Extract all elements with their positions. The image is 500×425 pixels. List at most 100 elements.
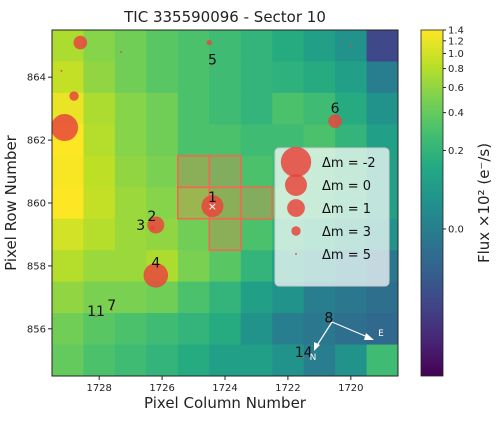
heatmap-cell	[83, 30, 116, 62]
heatmap-cell	[114, 92, 147, 125]
star-marker	[143, 263, 169, 288]
heatmap-cell	[240, 30, 273, 62]
heatmap-cell	[335, 313, 368, 346]
compass-east-label: E	[378, 329, 384, 339]
star-marker	[328, 114, 342, 129]
x-tick-label: 1724	[212, 383, 237, 394]
heatmap-cell	[177, 218, 210, 251]
colorbar-tick-label: 0.8	[448, 64, 464, 75]
heatmap-cell	[177, 313, 210, 346]
heatmap-cell	[177, 344, 210, 376]
aperture-pixel	[208, 155, 242, 189]
heatmap-cell	[83, 155, 116, 188]
star-marker	[211, 63, 214, 66]
heatmap-cell	[209, 155, 242, 188]
y-tick: 860	[27, 199, 52, 210]
heatmap-cell	[272, 30, 305, 62]
x-tick: 1726	[149, 376, 175, 394]
heatmap-cell	[83, 187, 116, 220]
heatmap-cell	[52, 281, 84, 314]
colorbar-tick: 1.0	[443, 49, 464, 60]
star-marker	[110, 308, 113, 311]
y-tick-label: 864	[27, 73, 46, 84]
legend-entry: Δm = 0	[285, 174, 371, 196]
heatmap-cell	[366, 281, 398, 314]
x-tick: 1724	[212, 376, 238, 394]
star-marker	[120, 51, 123, 54]
y-tick-label: 860	[27, 199, 46, 210]
star-label: 1	[208, 190, 217, 206]
legend-entry: Δm = 1	[287, 199, 371, 217]
heatmap-cell	[240, 313, 273, 346]
legend-label: Δm = 5	[322, 248, 371, 263]
heatmap-cell	[366, 30, 398, 62]
legend-marker	[280, 146, 312, 178]
aperture-pixel	[177, 155, 211, 189]
heatmap-cell	[272, 61, 305, 94]
heatmap-cell	[114, 124, 147, 157]
y-tick: 856	[27, 324, 52, 335]
star-marker	[327, 321, 330, 324]
heatmap-cell	[52, 218, 84, 251]
heatmap-cell	[303, 344, 336, 376]
heatmap-cell	[240, 155, 273, 188]
heatmap-cell	[83, 92, 116, 125]
heatmap-cell	[240, 250, 273, 283]
heatmap-cell	[177, 92, 210, 125]
y-tick: 862	[27, 136, 52, 147]
heatmap-cell	[209, 124, 242, 157]
x-tick-label: 1726	[149, 383, 174, 394]
heatmap-cell	[240, 124, 273, 157]
compass-north-label: N	[310, 353, 317, 363]
heatmap-cell	[272, 344, 305, 376]
compass-east-arrow	[331, 321, 371, 339]
colorbar-tick: 0.2	[443, 146, 464, 157]
legend-entry: Δm = 3	[291, 225, 371, 240]
colorbar-tick: 0.0	[443, 224, 464, 235]
heatmap-cell	[240, 281, 273, 314]
aperture-pixel	[208, 217, 242, 251]
legend-marker	[285, 174, 307, 196]
heatmap-cell	[146, 281, 179, 314]
star-marker	[69, 91, 79, 101]
star-marker	[302, 356, 305, 359]
star-marker	[206, 39, 212, 46]
x-tick-label: 1728	[86, 383, 111, 394]
heatmap-cell	[335, 281, 368, 314]
heatmap-cell	[303, 313, 336, 346]
heatmap-cell	[52, 344, 84, 376]
x-tick-label: 1722	[275, 383, 300, 394]
heatmap-cell	[272, 281, 305, 314]
target-marker: ×	[208, 200, 217, 213]
compass-rose: N E	[310, 321, 384, 363]
heatmap-cell	[303, 30, 336, 62]
y-tick: 864	[27, 73, 52, 84]
colorbar-label: Flux ×10² (e⁻/s)	[475, 143, 493, 263]
heatmap-cell	[146, 155, 179, 188]
heatmap-cell	[240, 344, 273, 376]
legend-label: Δm = 1	[322, 202, 371, 217]
colorbar-ticks: 1.41.2 1.0 0.8 0.6 0.4 0.2 0.0	[443, 26, 464, 235]
heatmap-cell	[240, 218, 273, 251]
heatmap-cell	[146, 124, 179, 157]
x-tick: 1720	[338, 376, 364, 394]
colorbar-tick: 1.4	[443, 26, 464, 37]
heatmap-cell	[240, 92, 273, 125]
legend-label: Δm = 3	[322, 225, 371, 240]
heatmap-cell	[83, 61, 116, 94]
heatmap-cell	[52, 61, 84, 94]
colorbar-tick-label: 0.0	[448, 224, 464, 235]
heatmap-cell	[114, 281, 147, 314]
heatmap-cell	[209, 250, 242, 283]
heatmap-cell	[52, 250, 84, 283]
colorbar-tick-label: 1.2	[448, 36, 464, 47]
y-axis-label: Pixel Row Number	[2, 134, 20, 271]
star-label: 7	[107, 298, 116, 314]
heatmap-cell	[114, 218, 147, 251]
legend-entry: Δm = -2	[280, 146, 376, 178]
star-label: 11	[87, 304, 105, 320]
heatmap-cell	[114, 250, 147, 283]
star-label: 5	[208, 53, 217, 69]
